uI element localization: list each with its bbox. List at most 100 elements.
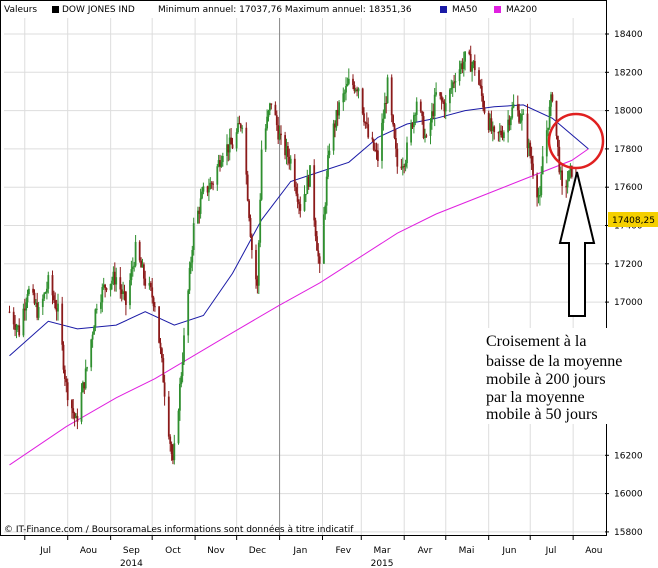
candle-body [413,115,415,128]
candle-body [327,155,329,177]
candle-body [522,113,525,115]
candle-body [497,132,500,134]
legend-ma50: MA50 [452,5,478,15]
candle-body [410,123,412,143]
candle-body [94,309,97,327]
candle-body [299,204,302,211]
candle-body [187,290,190,336]
candle-body [500,130,502,136]
candle-body [323,214,325,264]
candle-body [377,150,379,161]
candle-body [93,327,95,335]
candle-body [66,382,69,401]
ma50-layer [9,104,589,357]
candle-body [162,358,165,383]
candle-body [190,262,192,268]
candle-body [206,186,209,193]
candle-body [148,283,151,286]
candle-body [75,415,77,419]
candle-body [537,196,540,198]
candle-body [558,146,561,173]
candle-body [335,110,338,128]
candle-body [526,113,529,148]
candle-body [548,106,551,128]
annotation-line-4: par la moyenne [486,389,585,406]
candle-body [113,271,116,285]
candle-body [26,294,29,303]
x-tick-label: Jan [292,546,307,556]
candle-body [440,95,443,101]
candle-body [86,367,88,369]
candle-body [151,287,154,298]
candle-body [251,236,253,250]
candle-body [100,302,102,309]
candle-body [309,165,311,187]
candle-body [516,104,519,111]
candle-body [256,279,259,286]
candle-body [280,133,282,136]
candle-body [313,165,316,221]
candle-body [172,454,174,461]
candle-body [138,241,141,261]
candle-body [221,156,224,163]
candle-body [521,114,523,121]
candle-body [43,293,46,299]
candle-body [479,84,482,86]
candle-body [235,132,238,149]
x-tick-label: Mar [374,546,391,556]
annotation-line-1: Croisement à la [486,333,586,350]
candle-body [102,284,105,288]
candle-body [396,148,399,167]
candle-body [266,116,268,129]
candle-body [385,103,388,104]
candle-body [561,170,563,186]
candle-body [112,271,115,281]
candle-body [345,86,347,93]
candle-body [298,201,300,205]
candle-body [257,242,260,286]
candle-body [278,133,281,140]
candle-body [37,307,40,318]
candle-body [540,174,543,196]
candle-body [167,396,170,437]
candle-body [285,146,288,156]
candle-body [435,92,437,95]
candle-body [334,123,336,128]
x-tick-label: Jul [545,546,557,556]
candle-body [51,275,54,296]
candle-body [411,123,414,128]
candle-body [217,160,220,167]
candle-body [57,303,59,312]
candle-body [210,182,213,184]
candle-body [545,130,548,157]
candle-body [444,103,447,112]
candle-body [367,124,370,138]
candle-body [33,292,36,304]
annotation-line-3: mobile à 200 jours [486,371,606,388]
y-tick-label: 17000 [614,298,643,308]
candle-body [82,382,84,393]
candle-body [541,156,544,175]
candle-body [493,126,496,133]
candle-body [400,166,403,169]
candle-body [480,86,483,96]
candle-body [284,135,286,156]
y-tick-label: 15800 [614,528,643,538]
candle-body [439,92,442,96]
candle-body [529,142,532,156]
candle-body [125,291,127,305]
legend-ma200: MA200 [506,5,537,15]
candle-body [274,104,277,116]
candle-body [414,114,417,116]
candle-body [557,135,559,147]
candle-body [130,269,133,281]
annual-min-max: Minimum annuel: 17037,76 Maximum annuel:… [158,5,412,15]
candle-body [503,132,505,138]
candle-body [90,339,93,368]
candle-body [536,175,538,198]
candle-body [188,267,191,291]
candle-body [357,88,360,92]
candle-body [404,163,407,167]
candle-body [255,250,257,280]
candle-body [246,174,249,201]
